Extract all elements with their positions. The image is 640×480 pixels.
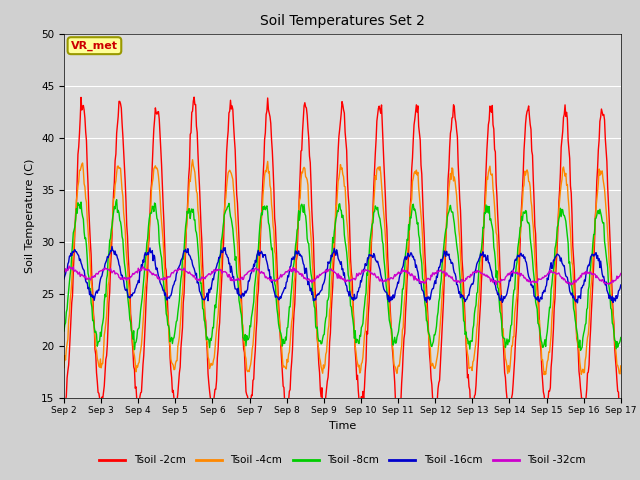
Line: Tsoil -8cm: Tsoil -8cm xyxy=(64,200,621,350)
Tsoil -2cm xyxy=(617,402,625,408)
Tsoil -4cm xyxy=(70,240,78,245)
Line: Tsoil -16cm: Tsoil -16cm xyxy=(64,246,621,303)
Tsoil -8cm xyxy=(411,206,419,212)
Title: Soil Temperatures Set 2: Soil Temperatures Set 2 xyxy=(260,14,425,28)
Tsoil -4cm xyxy=(411,169,419,175)
Tsoil -16cm xyxy=(411,257,419,263)
Tsoil -32cm xyxy=(65,263,73,269)
Text: VR_met: VR_met xyxy=(71,40,118,51)
Tsoil -2cm xyxy=(60,402,68,408)
X-axis label: Time: Time xyxy=(329,420,356,431)
Tsoil -2cm xyxy=(184,194,192,200)
Tsoil -16cm xyxy=(185,252,193,258)
Tsoil -8cm xyxy=(617,335,625,340)
Tsoil -32cm xyxy=(411,273,419,279)
Tsoil -32cm xyxy=(428,272,435,278)
Tsoil -8cm xyxy=(214,277,222,283)
Tsoil -32cm xyxy=(185,270,193,276)
Tsoil -8cm xyxy=(60,328,68,334)
Tsoil -8cm xyxy=(185,206,193,212)
Tsoil -16cm xyxy=(108,243,116,249)
Tsoil -8cm xyxy=(70,227,78,233)
Tsoil -8cm xyxy=(428,343,435,348)
Tsoil -16cm xyxy=(617,282,625,288)
Line: Tsoil -2cm: Tsoil -2cm xyxy=(64,97,621,414)
Tsoil -4cm xyxy=(617,363,625,369)
Tsoil -2cm xyxy=(411,117,419,122)
Tsoil -8cm xyxy=(113,197,120,203)
Tsoil -8cm xyxy=(128,330,136,336)
Tsoil -32cm xyxy=(566,282,574,288)
Tsoil -2cm xyxy=(70,252,78,257)
Tsoil -2cm xyxy=(428,375,435,381)
Tsoil -16cm xyxy=(60,276,68,282)
Tsoil -32cm xyxy=(71,268,79,274)
Tsoil -4cm xyxy=(214,312,222,317)
Tsoil -2cm xyxy=(190,94,198,100)
Legend: Tsoil -2cm, Tsoil -4cm, Tsoil -8cm, Tsoil -16cm, Tsoil -32cm: Tsoil -2cm, Tsoil -4cm, Tsoil -8cm, Tsoi… xyxy=(95,451,589,469)
Tsoil -16cm xyxy=(573,300,581,306)
Tsoil -2cm xyxy=(127,319,135,325)
Tsoil -8cm xyxy=(577,348,584,353)
Tsoil -2cm xyxy=(214,346,222,352)
Tsoil -32cm xyxy=(60,269,68,275)
Tsoil -2cm xyxy=(616,411,624,417)
Line: Tsoil -32cm: Tsoil -32cm xyxy=(64,266,621,285)
Tsoil -16cm xyxy=(214,259,222,265)
Tsoil -4cm xyxy=(189,157,196,163)
Tsoil -4cm xyxy=(127,327,135,333)
Tsoil -4cm xyxy=(428,363,435,369)
Tsoil -16cm xyxy=(128,293,136,299)
Tsoil -32cm xyxy=(617,271,625,276)
Tsoil -32cm xyxy=(128,272,136,278)
Tsoil -4cm xyxy=(540,372,548,378)
Tsoil -4cm xyxy=(184,201,192,207)
Tsoil -32cm xyxy=(214,267,222,273)
Tsoil -16cm xyxy=(70,248,78,253)
Y-axis label: Soil Temperature (C): Soil Temperature (C) xyxy=(26,159,35,273)
Line: Tsoil -4cm: Tsoil -4cm xyxy=(64,160,621,375)
Tsoil -4cm xyxy=(60,365,68,371)
Tsoil -16cm xyxy=(428,291,435,297)
